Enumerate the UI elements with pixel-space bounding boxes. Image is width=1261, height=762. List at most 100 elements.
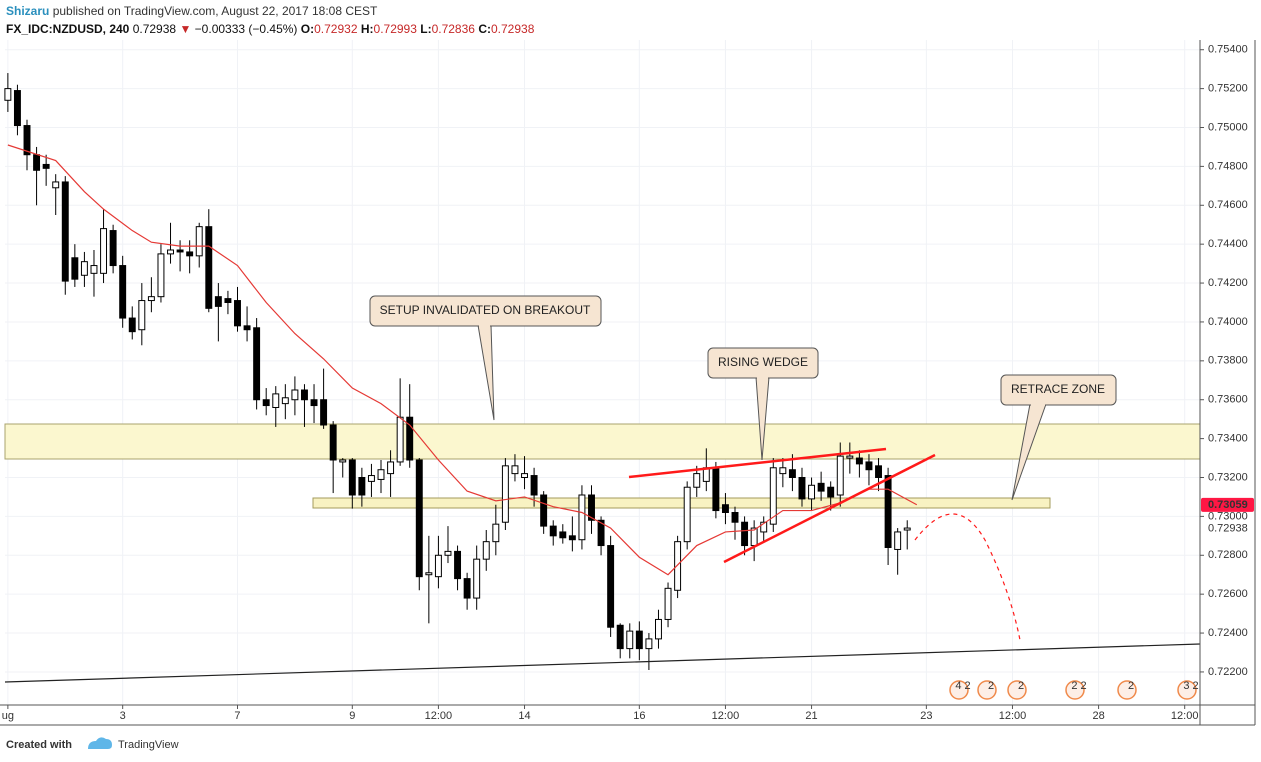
candle-body [454, 550, 462, 580]
candle-body [33, 154, 41, 171]
y-tick-label: 0.74800 [1208, 160, 1248, 172]
price-tag [1200, 520, 1255, 536]
candle-body [559, 531, 567, 539]
event-icon [949, 680, 969, 700]
x-tick-label: 23 [920, 710, 932, 722]
candle-body [195, 226, 203, 257]
candle-body [664, 587, 672, 620]
ohlc-label: C: [478, 22, 491, 36]
candle-body [262, 399, 270, 407]
price-tag-label: 0.72938 [1208, 522, 1248, 534]
candles [4, 73, 918, 670]
change-arrow: ▼ [179, 22, 191, 36]
candle-body [588, 494, 595, 521]
candle-body [205, 226, 213, 309]
y-tick-label: 0.72600 [1208, 588, 1248, 600]
candle-body [243, 325, 251, 331]
x-tick-label: 16 [633, 710, 645, 722]
candle-body [473, 558, 481, 599]
candle-body [157, 253, 165, 298]
y-tick-label: 0.72800 [1208, 549, 1248, 561]
candle-body [626, 630, 634, 650]
event-count: 2 2 [1071, 680, 1086, 692]
candle-body [616, 624, 624, 650]
candle-body [788, 469, 796, 479]
candle-body [798, 477, 806, 500]
ohlc-value: 0.72836 [432, 22, 476, 36]
candle-body [808, 484, 816, 500]
change: −0.00333 (−0.45%) [195, 22, 298, 36]
brand-logo [88, 737, 112, 749]
candle-body [855, 457, 863, 465]
ohlc-label: O: [301, 22, 314, 36]
candle-body [769, 467, 777, 525]
y-tick-label: 0.73000 [1208, 510, 1248, 522]
callout: RISING WEDGE [707, 347, 819, 461]
y-tick-label: 0.75200 [1208, 83, 1248, 95]
candle-body [760, 521, 768, 533]
candle-body [13, 90, 21, 127]
events: 4 2 2 2 2 2 2 3 2 [949, 680, 1199, 700]
candle-body [712, 467, 720, 512]
x-tick-label: 12:00 [425, 710, 453, 722]
candle-body [377, 469, 385, 480]
candle-body [655, 618, 662, 640]
candle-body [521, 473, 528, 479]
price-tag [1201, 497, 1254, 512]
callout: RETRACE ZONE [1000, 374, 1117, 501]
candle-body [176, 249, 184, 253]
candle-body [540, 494, 548, 527]
candle-body [348, 459, 356, 496]
candle-body [817, 482, 825, 492]
event-count: 2 [1018, 680, 1024, 692]
candle-body [80, 261, 88, 276]
candle-body [339, 459, 347, 463]
y-tick-label: 0.73800 [1208, 355, 1248, 367]
candle-body [291, 389, 299, 401]
ohlc-label: L: [420, 22, 431, 36]
candle-body [674, 541, 682, 591]
wedge-lower [723, 453, 936, 564]
y-tick-label: 0.72400 [1208, 627, 1248, 639]
event-icon [1007, 680, 1027, 700]
candle-body [607, 545, 615, 628]
candle-body [597, 519, 605, 547]
candle-body [358, 477, 366, 496]
y-tick-label: 0.74400 [1208, 238, 1248, 250]
candle-body [109, 230, 117, 267]
grid [5, 40, 1200, 705]
candle-body [731, 512, 739, 523]
last-price: 0.72938 [133, 22, 177, 36]
x-tick-label: ug [2, 710, 14, 722]
candle-body [253, 327, 261, 401]
x-tick-label: 3 [120, 710, 126, 722]
callout-text: SETUP INVALIDATED ON BREAKOUT [380, 303, 591, 317]
x-tick-label: 7 [234, 710, 240, 722]
candle-body [836, 455, 844, 496]
x-tick-label: 14 [518, 710, 530, 722]
candle-body [415, 459, 423, 578]
candle-body [511, 465, 519, 475]
candle-body [147, 296, 155, 302]
footer-created: Created with [6, 739, 72, 751]
author: Shizaru [6, 4, 49, 18]
candle-body [234, 300, 241, 327]
y-tick-label: 0.74200 [1208, 277, 1248, 289]
candle-body [894, 531, 902, 550]
symbol-legend: FX_IDC:NZDUSD, 240 0.72938 ▼ −0.00333 (−… [6, 22, 535, 36]
candle-body [281, 397, 289, 405]
published: published on TradingView.com, August 22,… [53, 4, 378, 18]
candle-body [568, 535, 576, 541]
candle-body [224, 298, 232, 304]
callout-text: RETRACE ZONE [1011, 382, 1105, 396]
candle-body [301, 389, 308, 401]
candle-body [482, 541, 490, 560]
price-tag-label: 0.73059 [1208, 499, 1248, 511]
candle-body [645, 638, 653, 650]
y-tick-label: 0.73400 [1208, 433, 1248, 445]
candle-body [396, 416, 404, 463]
candle-body [52, 181, 60, 189]
projection [914, 513, 1021, 641]
candle-body [272, 393, 280, 408]
